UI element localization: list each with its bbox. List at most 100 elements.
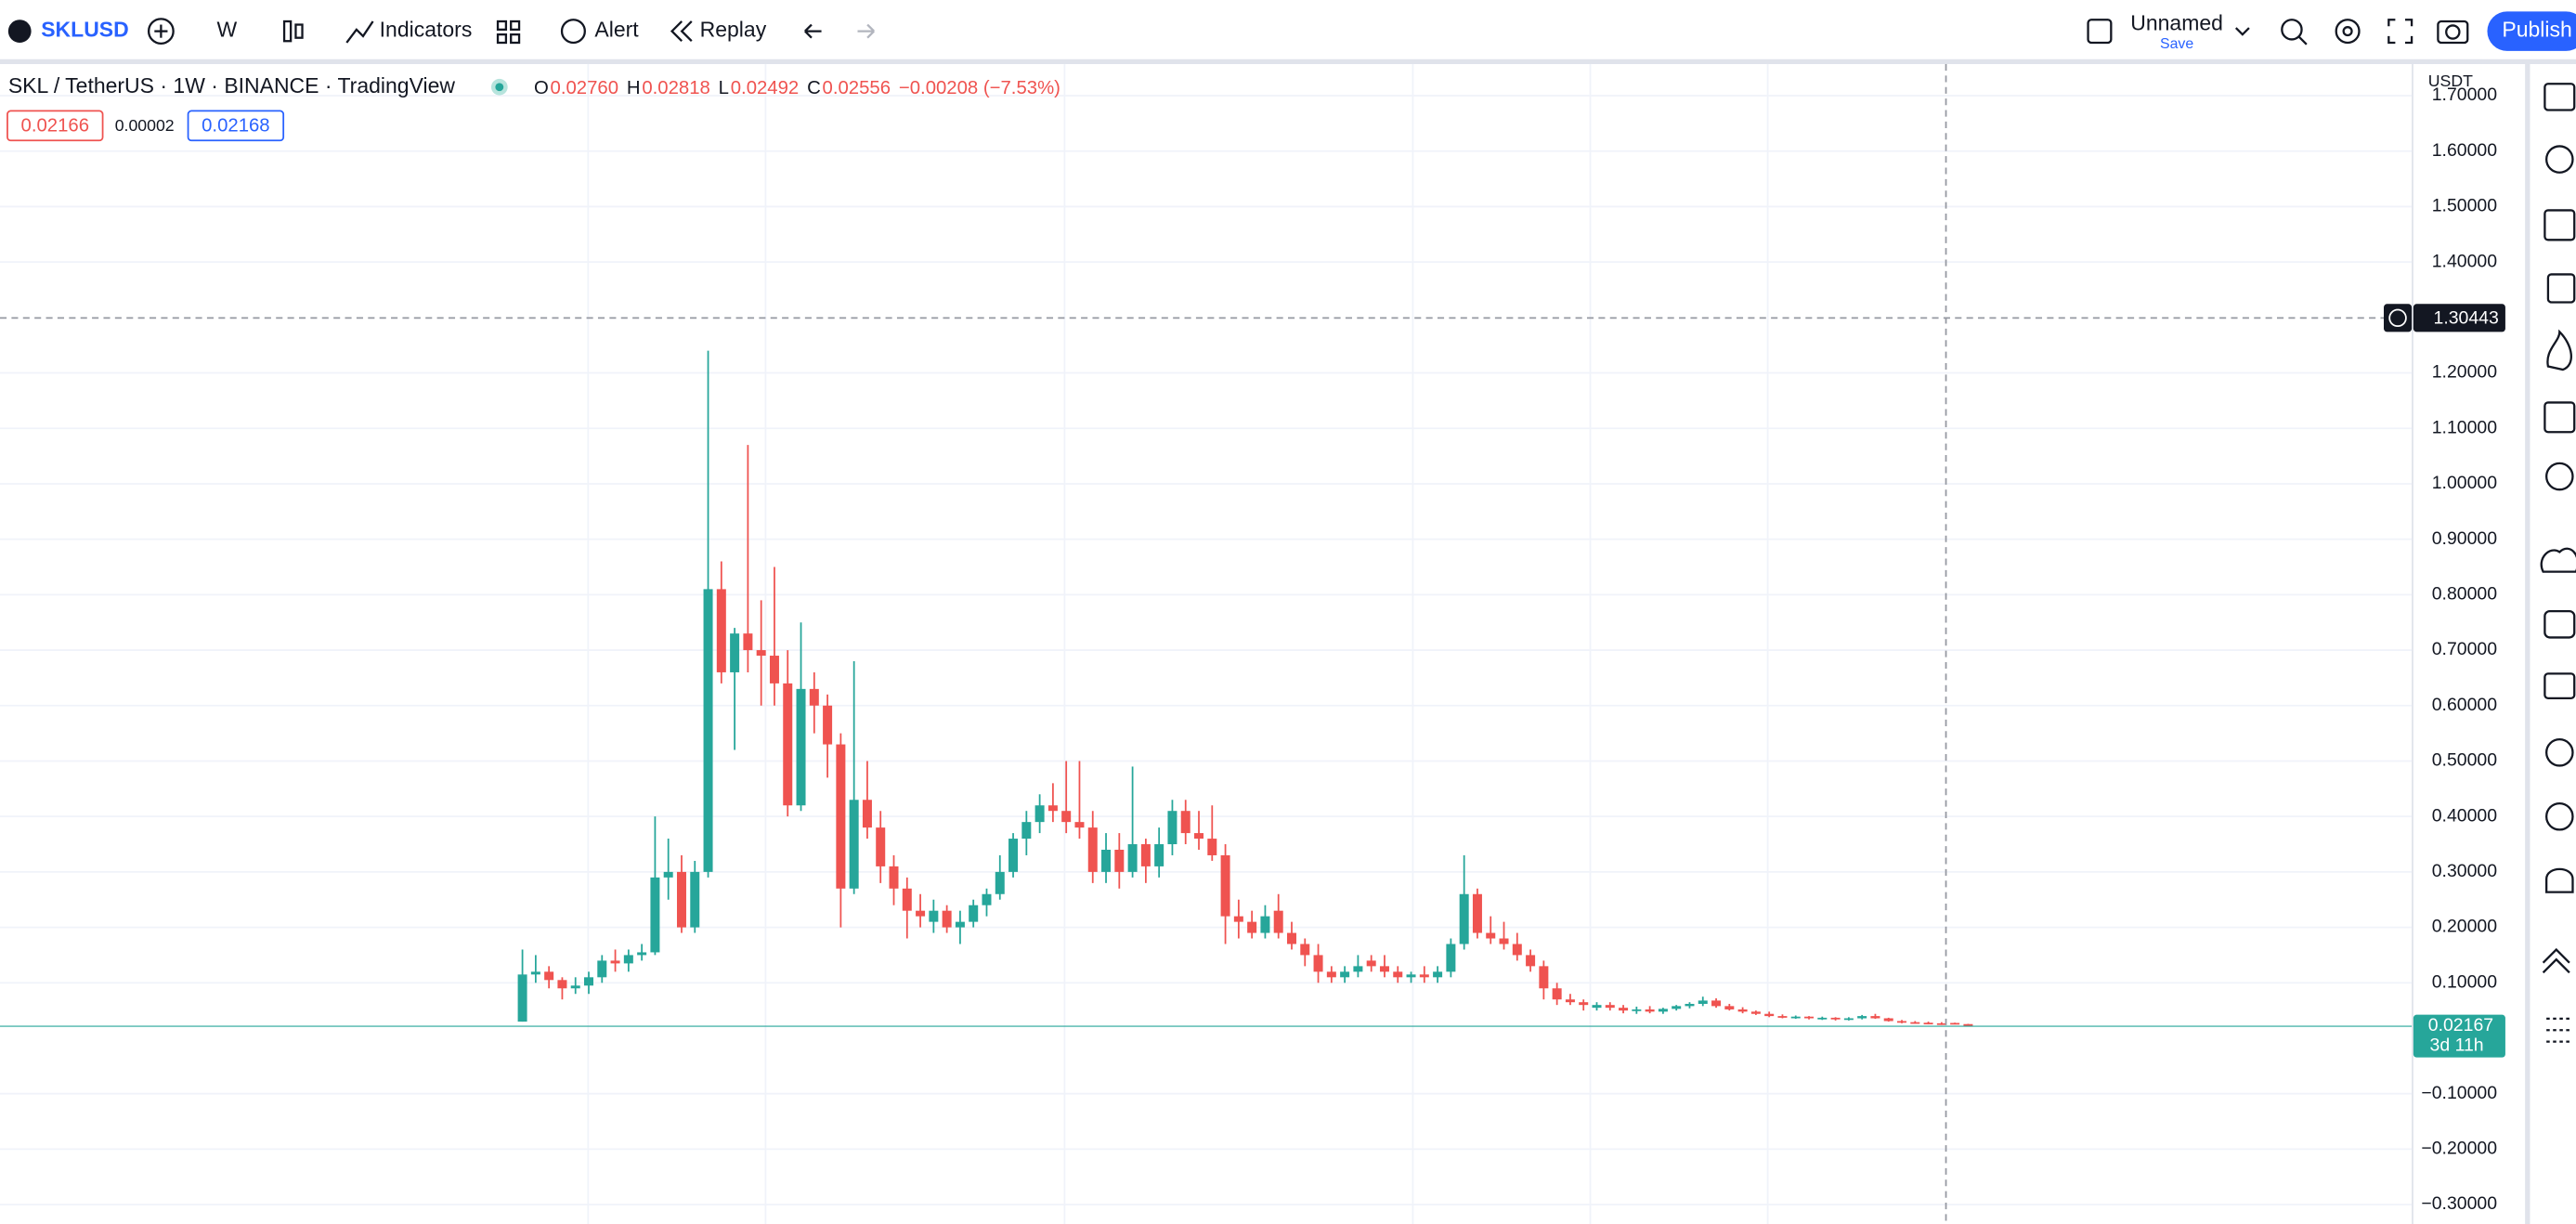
y-tick-label: 0.60000 — [2432, 695, 2497, 715]
tips-button[interactable] — [2545, 737, 2574, 767]
candle-body — [703, 589, 713, 872]
candle-body — [1698, 1000, 1708, 1004]
replay-icon — [670, 20, 693, 43]
candle-body — [1750, 1011, 1761, 1014]
candle-body — [836, 744, 846, 889]
candle-body — [1724, 1006, 1735, 1009]
layout-name[interactable]: Unnamed — [2130, 11, 2223, 35]
search-icon — [2297, 35, 2308, 46]
candle-body — [1247, 921, 1257, 933]
candle-body — [1897, 1021, 1907, 1023]
settings-button[interactable] — [2335, 19, 2361, 45]
candle-body — [1008, 839, 1019, 872]
legend-value: 0.02492 — [731, 78, 799, 98]
candle-body — [610, 960, 620, 964]
countdown: 3d 11h — [2430, 1035, 2484, 1055]
candle-body — [663, 871, 673, 878]
candle-body — [716, 589, 726, 672]
undo-button[interactable] — [804, 23, 822, 39]
chart-title: SKL / TetherUS · 1W · BINANCE · TradingV… — [8, 73, 456, 98]
screenshot-button[interactable] — [2437, 20, 2469, 45]
alert-icon — [560, 19, 586, 45]
search-button[interactable] — [2281, 19, 2303, 41]
settings-icon — [2342, 26, 2353, 37]
ask-box[interactable] — [187, 110, 285, 142]
calendar-button[interactable] — [2543, 401, 2576, 434]
candle-body — [597, 960, 607, 978]
ohlc-legend: O 0.02760 H 0.02818 L 0.02492 C 0.02556 −0.00208… — [534, 78, 1060, 98]
interval[interactable]: W — [217, 18, 238, 42]
bid-box[interactable] — [7, 110, 104, 142]
crosshair-add-button[interactable] — [2384, 304, 2413, 332]
candle-body — [1579, 1002, 1589, 1006]
y-tick-label: 0.30000 — [2432, 861, 2497, 881]
bid: 0.02166 — [21, 116, 89, 137]
candle-body — [889, 866, 899, 889]
y-tick-label: 1.00000 — [2432, 473, 2497, 493]
candle-body — [1830, 1017, 1841, 1020]
right-sidebar — [2540, 83, 2576, 1043]
candle-body — [1565, 999, 1575, 1003]
notifications-button[interactable] — [2545, 867, 2574, 893]
compare-button[interactable] — [147, 18, 175, 46]
broadcast-button[interactable] — [2545, 801, 2574, 831]
news-button[interactable] — [2543, 209, 2576, 241]
candle-body — [517, 974, 527, 1022]
y-tick-label: 1.60000 — [2432, 140, 2497, 161]
templates-button[interactable] — [496, 20, 508, 31]
y-tick-label: 0.40000 — [2432, 805, 2497, 826]
chart-type-icon — [294, 23, 304, 39]
streams-button[interactable] — [2540, 547, 2576, 573]
chats-button[interactable] — [2543, 609, 2576, 639]
candle-body — [1486, 932, 1496, 939]
alerts-button[interactable] — [2545, 145, 2574, 174]
candle-body — [1737, 1009, 1748, 1012]
candle-body — [995, 871, 1005, 894]
candle-body — [1910, 1022, 1920, 1024]
candle-body — [1857, 1016, 1867, 1019]
indicators-button[interactable]: Indicators — [380, 18, 473, 42]
candle-body — [1021, 822, 1032, 840]
symbol[interactable]: SKLUSD — [41, 18, 128, 42]
save-button[interactable]: Save — [2160, 36, 2193, 52]
candle-body — [1817, 1017, 1828, 1020]
candle-body — [916, 910, 926, 917]
watchlist-button[interactable] — [2543, 83, 2576, 111]
y-tick-label: 1.70000 — [2432, 85, 2497, 105]
alert-button[interactable]: Alert — [594, 18, 639, 42]
trending-button[interactable] — [2546, 329, 2572, 371]
chart-type-button[interactable] — [282, 20, 293, 43]
ideas-button[interactable] — [2545, 462, 2574, 491]
layout-icon[interactable] — [2087, 19, 2113, 45]
candle-body — [1313, 955, 1323, 972]
messages-button[interactable] — [2543, 672, 2576, 700]
candle-body — [1101, 849, 1112, 872]
candle-body — [1526, 955, 1536, 967]
redo-button[interactable] — [857, 23, 875, 39]
candle-body — [929, 910, 939, 922]
layout-menu[interactable] — [2234, 27, 2250, 36]
candle-body — [1883, 1018, 1893, 1022]
candle-body — [1127, 844, 1138, 872]
candle-body — [1605, 1005, 1615, 1009]
y-tick-label: −0.10000 — [2421, 1083, 2497, 1103]
candle-body — [1512, 944, 1522, 956]
fullscreen-button[interactable] — [2387, 19, 2413, 45]
publish-button[interactable] — [2487, 11, 2576, 51]
replay-button[interactable]: Replay — [700, 18, 767, 42]
price-axis: −0.30000 −0.20000 −0.10000 0.10000 0.20000 0.… — [2413, 85, 2505, 1214]
data-window-button[interactable] — [2546, 1017, 2573, 1043]
candle-body — [1233, 916, 1243, 922]
y-tick-label: 1.20000 — [2432, 362, 2497, 383]
candle-body — [557, 980, 567, 989]
trading-button[interactable] — [2542, 947, 2570, 974]
candle-body — [1804, 1016, 1815, 1019]
symbol-logo[interactable] — [7, 20, 32, 43]
hotlists-button[interactable] — [2546, 273, 2576, 304]
candle-body — [730, 633, 740, 672]
candle-body — [902, 888, 912, 911]
currency-selector[interactable]: USDT — [2428, 72, 2473, 90]
candle-body — [969, 905, 979, 922]
candle-body — [1074, 822, 1085, 828]
